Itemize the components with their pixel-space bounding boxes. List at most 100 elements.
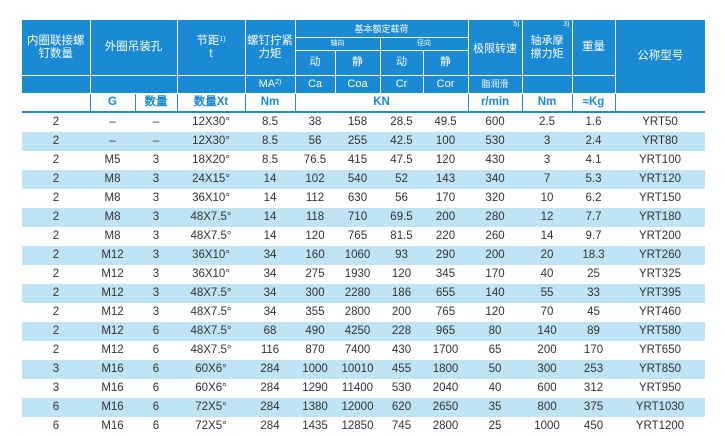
header-axial-label: 轴向	[330, 39, 345, 47]
cell-cor: 143	[423, 170, 469, 189]
cell-inner-bolts: 2	[22, 208, 90, 227]
header-outer-hole-cont	[90, 75, 178, 94]
cell-limit-speed: 260	[468, 227, 523, 246]
cell-pitch: 72X5°	[177, 398, 245, 417]
cell-torque: 8.5	[245, 112, 295, 132]
cell-inner-bolts: 2	[22, 170, 90, 189]
cell-friction: 800	[522, 398, 573, 417]
cell-hole-size: M16	[90, 398, 135, 417]
header-inner-bolts-cont	[22, 75, 91, 94]
cell-hole-qty: –	[135, 112, 177, 132]
cell-friction: 3	[522, 132, 573, 151]
header-cor: Cor	[423, 75, 469, 94]
header-ca-dynamic: 动	[295, 50, 336, 77]
cell-ca: 1380	[295, 398, 335, 417]
cell-weight: 18.3	[572, 246, 616, 265]
cell-pitch: 48X7.5°	[177, 322, 245, 341]
cell-hole-qty: 6	[135, 417, 177, 436]
cell-limit-speed: 35	[468, 398, 523, 417]
header-radial-label: 径向	[417, 39, 431, 47]
cell-cor: 965	[423, 322, 469, 341]
cell-hole-size: M16	[90, 417, 135, 436]
cell-torque: 14	[245, 208, 295, 227]
unit-kg-label: ≈Kg	[582, 96, 605, 108]
cell-inner-bolts: 2	[22, 341, 90, 360]
cell-coa: 1060	[335, 246, 380, 265]
cell-model: YRT150	[615, 189, 706, 208]
cell-weight: 89	[572, 322, 616, 341]
header-friction-note: 3)	[563, 21, 570, 28]
header-cr-label: Cr	[395, 78, 408, 90]
cell-coa: 540	[335, 170, 380, 189]
table-row: 2 M12 3 36X10° 34 160 1060 93 290 200 20 18.3 YRT260	[22, 246, 706, 265]
cell-pitch: 12X30°	[177, 112, 245, 132]
unit-nm-label: Nm	[260, 96, 280, 108]
cell-pitch: 48X7.5°	[177, 227, 245, 246]
cell-cor: 1700	[423, 341, 469, 360]
unit-nm2: Nm	[522, 93, 573, 113]
cell-inner-bolts: 2	[22, 112, 90, 132]
cell-ca: 275	[295, 265, 335, 284]
table-body: 2– –12X30° 8.5 38 158 28.5 49.5 600 2.5 1.6 YRT50 2…	[22, 112, 706, 436]
unit-qty-xt-label: 数量Xt	[193, 96, 229, 108]
cell-model: YRT850	[615, 360, 706, 379]
header-ma-note: 2)	[275, 79, 282, 86]
header-pitch-label: 节距	[196, 34, 220, 47]
cell-friction: 300	[522, 360, 573, 379]
cell-model: YRT950	[615, 379, 706, 398]
cell-hole-size: M12	[90, 284, 135, 303]
cell-cor: 290	[423, 246, 469, 265]
cell-cr: 620	[380, 398, 423, 417]
header-friction-label: 轴承摩擦力矩	[530, 34, 564, 60]
header-ma-label: MA	[258, 78, 276, 90]
unit-row: G 数量 数量Xt Nm KN r/min Nm ≈Kg	[22, 93, 706, 113]
header-radial: 径向	[380, 37, 469, 51]
cell-hole-qty: 6	[135, 341, 177, 360]
unit-model-blank	[615, 93, 706, 113]
cell-coa: 7400	[335, 341, 380, 360]
cell-cr: 69.5	[380, 208, 423, 227]
cell-weight: 7.7	[572, 208, 616, 227]
cell-limit-speed: 140	[468, 284, 523, 303]
cell-hole-size: M12	[90, 265, 135, 284]
cell-inner-bolts: 2	[22, 151, 90, 170]
header-cor-label: Cor	[436, 78, 455, 90]
cell-inner-bolts: 2	[22, 303, 90, 322]
cell-hole-qty: 3	[135, 208, 177, 227]
cell-cr: 93	[380, 246, 423, 265]
cell-weight: 253	[572, 360, 616, 379]
cell-model: YRT1030	[615, 398, 706, 417]
unit-nm2-label: Nm	[537, 96, 557, 108]
cell-friction: 600	[522, 379, 573, 398]
cell-coa: 255	[335, 132, 380, 151]
cell-cr: 52	[380, 170, 423, 189]
cell-friction: 7	[522, 170, 573, 189]
cell-inner-bolts: 3	[22, 379, 90, 398]
cell-ca: 102	[295, 170, 335, 189]
header-outer-hole-label: 外圈吊装孔	[104, 41, 163, 53]
cell-model: YRT50	[615, 112, 706, 132]
header-ca: Ca	[295, 75, 336, 94]
table-row: 3 M16 6 60X6° 284 1000 10010 455 1800 50 300 253 YRT…	[22, 360, 706, 379]
cell-cr: 200	[380, 303, 423, 322]
cell-hole-size: M8	[90, 189, 135, 208]
cell-hole-qty: 3	[135, 170, 177, 189]
table-row: 2– –12X30° 8.5 56 255 42.5 100 530 3 2.4 YRT80	[22, 132, 706, 151]
cell-model: YRT325	[615, 265, 706, 284]
cell-limit-speed: 430	[468, 151, 523, 170]
unit-g: G	[90, 93, 136, 113]
cell-friction: 14	[522, 227, 573, 246]
cell-coa: 4250	[335, 322, 380, 341]
cell-model: YRT650	[615, 341, 706, 360]
table-row: 2 M12 3 48X7.5° 34 355 2800 200 765 120 70 45 YRT460	[22, 303, 706, 322]
cell-pitch: 48X7.5°	[177, 303, 245, 322]
cell-pitch: 12X30°	[177, 132, 245, 151]
cell-torque: 8.5	[245, 132, 295, 151]
cell-cr: 186	[380, 284, 423, 303]
header-pitch-note: 1)	[219, 35, 226, 43]
cell-pitch: 36X10°	[177, 265, 245, 284]
cell-hole-qty: 3	[135, 189, 177, 208]
cell-model: YRT1200	[615, 417, 706, 436]
cell-torque: 14	[245, 170, 295, 189]
cell-limit-speed: 280	[468, 208, 523, 227]
